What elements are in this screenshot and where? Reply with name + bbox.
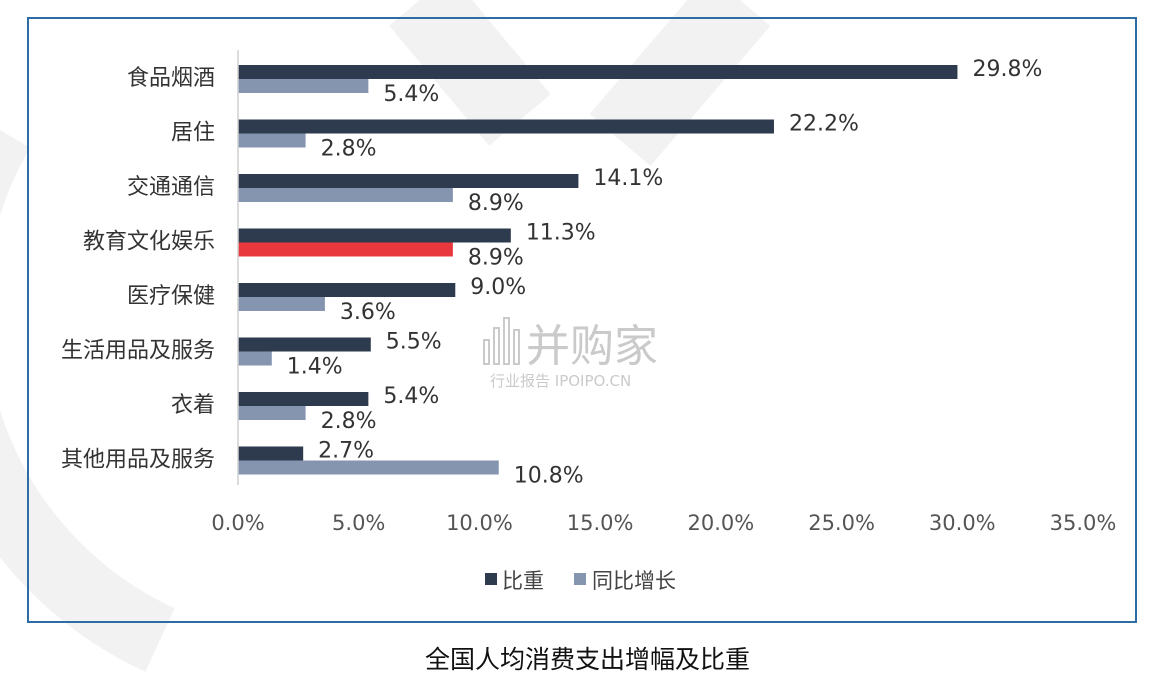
data-label-growth: 2.8% bbox=[321, 137, 377, 162]
data-label-growth: 8.9% bbox=[468, 246, 524, 271]
watermark-logo: 并购家 行业报告 IPOIPO.CN bbox=[483, 317, 658, 390]
bar-share bbox=[238, 392, 369, 406]
x-tick-label: 30.0% bbox=[929, 511, 996, 535]
data-label-share: 5.5% bbox=[386, 330, 442, 355]
data-label-growth: 5.4% bbox=[383, 82, 439, 107]
chart-frame bbox=[27, 17, 1137, 623]
chart-caption: 全国人均消费支出增幅及比重 bbox=[424, 645, 750, 674]
x-tick-label: 5.0% bbox=[332, 511, 385, 535]
bar-share bbox=[238, 283, 456, 297]
bar-share bbox=[238, 446, 304, 461]
category-label: 交通通信 bbox=[127, 175, 215, 200]
x-tick-label: 15.0% bbox=[567, 511, 634, 535]
data-label-growth: 10.8% bbox=[514, 464, 584, 489]
category-label: 居住 bbox=[171, 121, 215, 146]
legend: 比重 同比增长 bbox=[485, 569, 676, 593]
bar-growth bbox=[238, 351, 272, 366]
bar-growth bbox=[238, 79, 369, 93]
watermark-sub: 行业报告 IPOIPO.CN bbox=[490, 372, 631, 390]
data-label-growth: 1.4% bbox=[287, 355, 343, 380]
x-tick-label: 10.0% bbox=[446, 511, 513, 535]
category-label: 衣着 bbox=[171, 393, 215, 418]
data-label-share: 2.7% bbox=[318, 439, 374, 464]
bar-growth bbox=[238, 406, 306, 420]
bar-share bbox=[238, 228, 511, 243]
bar-growth bbox=[238, 460, 499, 475]
category-label: 教育文化娱乐 bbox=[83, 230, 215, 255]
data-label-share: 5.4% bbox=[383, 384, 439, 409]
bar-share bbox=[238, 337, 371, 352]
data-label-growth: 2.8% bbox=[321, 409, 377, 434]
legend-label-growth: 同比增长 bbox=[592, 569, 676, 593]
bar-growth bbox=[238, 297, 325, 311]
category-label: 生活用品及服务 bbox=[61, 339, 215, 364]
bar-growth bbox=[238, 133, 306, 148]
x-tick-label: 20.0% bbox=[687, 511, 754, 535]
x-tick-label: 25.0% bbox=[808, 511, 875, 535]
data-label-share: 9.0% bbox=[470, 275, 526, 300]
bars-layer bbox=[238, 65, 958, 475]
x-tick-label: 0.0% bbox=[211, 511, 264, 535]
bar-growth bbox=[238, 188, 453, 202]
bar-growth bbox=[238, 242, 453, 257]
x-tick-label: 35.0% bbox=[1050, 511, 1117, 535]
watermark-brand: 并购家 bbox=[526, 321, 658, 372]
bar-share bbox=[238, 65, 958, 79]
data-label-share: 22.2% bbox=[789, 112, 859, 137]
category-label: 医疗保健 bbox=[127, 284, 215, 309]
data-label-share: 14.1% bbox=[593, 166, 663, 191]
bar-share bbox=[238, 119, 774, 134]
data-label-share: 11.3% bbox=[526, 221, 596, 246]
legend-label-share: 比重 bbox=[502, 569, 544, 593]
data-label-share: 29.8% bbox=[972, 57, 1042, 82]
watermark-bars-icon bbox=[483, 317, 520, 365]
data-label-growth: 8.9% bbox=[468, 191, 524, 216]
bar-share bbox=[238, 174, 579, 188]
category-label: 其他用品及服务 bbox=[61, 448, 215, 473]
data-label-growth: 3.6% bbox=[340, 300, 396, 325]
legend-swatch-growth bbox=[574, 573, 586, 585]
legend-swatch-share bbox=[485, 573, 497, 585]
data-labels: 29.8% 5.4% 22.2% 2.8% 14.1% 8.9%11.3%8.9% 9.0%… bbox=[287, 57, 1043, 489]
category-label: 食品烟酒 bbox=[127, 66, 215, 91]
x-axis-ticks: 0.0% 5.0% 10.0% 15.0% 20.0% 25.0% 30.0% 35.0% bbox=[211, 511, 1116, 535]
